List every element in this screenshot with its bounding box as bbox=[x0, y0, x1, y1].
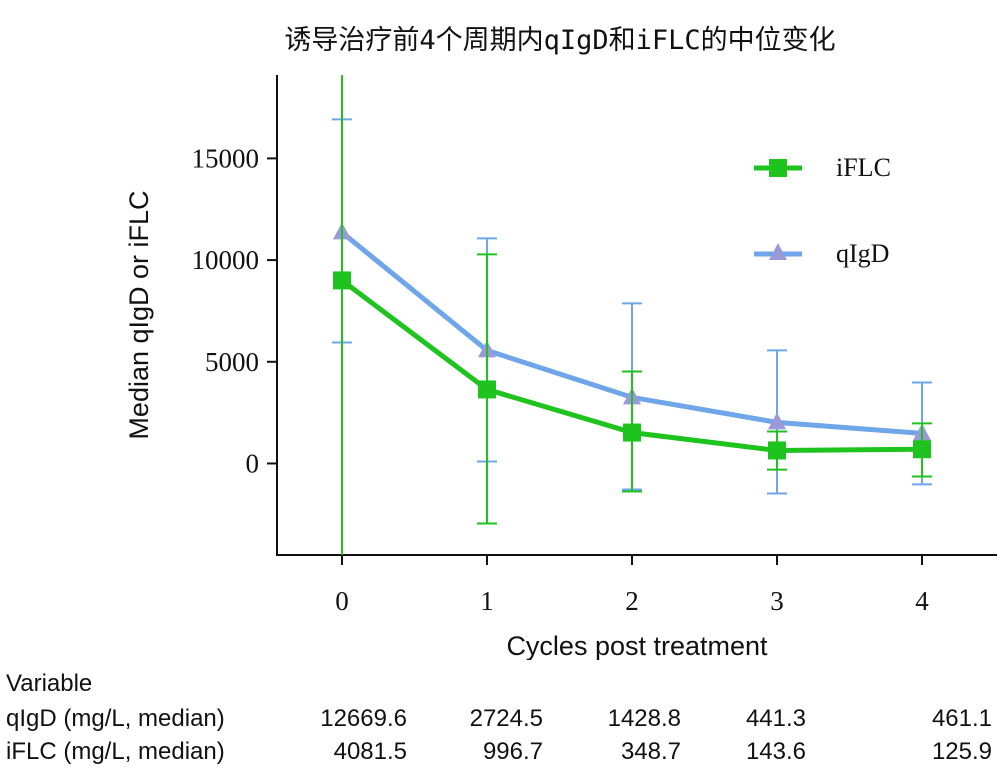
legend-label-qigd: qIgD bbox=[836, 239, 889, 268]
table-cell: 441.3 bbox=[745, 705, 806, 732]
table-cell: 1428.8 bbox=[607, 705, 681, 732]
y-axis-label: Median qIgD or iFLC bbox=[124, 190, 154, 439]
y-tick-label: 0 bbox=[246, 448, 260, 478]
table-cell: 12669.6 bbox=[320, 705, 407, 732]
x-tick-label: 3 bbox=[770, 586, 784, 616]
chart-title: 诱导治疗前4个周期内qIgD和iFLC的中位变化 bbox=[284, 25, 836, 56]
x-tick-label: 2 bbox=[625, 586, 639, 616]
data-point-iflc bbox=[623, 423, 641, 442]
table-cell: 125.9 bbox=[931, 738, 992, 765]
data-point-iflc bbox=[478, 380, 496, 399]
data-point-iflc bbox=[768, 441, 786, 460]
table-header: Variable bbox=[6, 670, 93, 697]
legend-marker-iflc bbox=[769, 159, 787, 177]
y-tick-label: 10000 bbox=[192, 245, 260, 275]
y-tick-label: 5000 bbox=[205, 347, 259, 377]
table-cell: 348.7 bbox=[620, 738, 681, 765]
x-tick-label: 0 bbox=[335, 586, 349, 616]
table-row-label: iFLC (mg/L, median) bbox=[6, 738, 225, 765]
data-point-iflc bbox=[333, 271, 351, 290]
data-point-iflc bbox=[913, 440, 931, 459]
table-row-label: qIgD (mg/L, median) bbox=[6, 705, 225, 732]
x-tick-label: 1 bbox=[480, 586, 494, 616]
data-point-qigd bbox=[768, 412, 786, 430]
table-cell: 143.6 bbox=[745, 738, 806, 765]
legend-marker-qigd bbox=[769, 243, 787, 260]
table-cell: 2724.5 bbox=[469, 705, 543, 732]
y-tick-label: 15000 bbox=[192, 143, 260, 173]
table-cell: 4081.5 bbox=[333, 738, 407, 765]
legend-label-iflc: iFLC bbox=[836, 153, 891, 182]
x-tick-label: 4 bbox=[915, 586, 929, 616]
x-axis-label: Cycles post treatment bbox=[506, 631, 768, 660]
table-cell: 461.1 bbox=[931, 705, 992, 732]
line-chart: 0 5000 10000 15000 0 1 2 3 4 Cycles post treatmen… bbox=[124, 75, 997, 660]
table-cell: 996.7 bbox=[482, 738, 543, 765]
